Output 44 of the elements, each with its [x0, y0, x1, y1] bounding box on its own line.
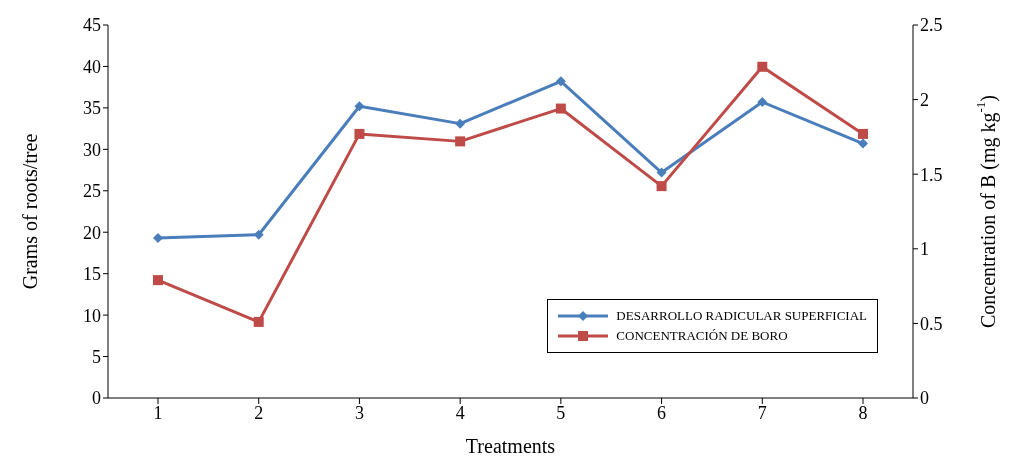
point: [656, 181, 667, 192]
point: [153, 233, 163, 244]
y-tick-label: 20: [83, 222, 101, 243]
y-axis-title: Grams of roots/tree: [19, 133, 41, 290]
x-tick-label: 2: [254, 402, 264, 423]
y2-tick-label: 2.5: [920, 15, 943, 36]
y-tick-label: 30: [83, 139, 101, 160]
y-tick-label: 0: [92, 388, 101, 409]
point: [354, 128, 365, 139]
point: [555, 103, 566, 114]
y2-tick-label: 1.5: [920, 164, 943, 185]
point: [253, 316, 264, 327]
point: [858, 128, 868, 139]
x-tick-label: 1: [153, 402, 163, 423]
x-tick-label: 6: [657, 402, 667, 423]
point: [858, 138, 868, 149]
point: [153, 275, 163, 286]
point: [656, 167, 667, 178]
y-tick-label: 15: [83, 264, 101, 285]
point: [555, 76, 566, 87]
y-tick-label: 10: [83, 305, 101, 326]
point: [757, 61, 768, 72]
y-tick-label: 45: [83, 15, 101, 36]
y-tick-label: 5: [92, 346, 101, 367]
point: [253, 229, 264, 240]
y-tick-label: 35: [83, 98, 101, 119]
point: [455, 136, 466, 147]
point: [354, 101, 365, 112]
x-tick-label: 4: [455, 402, 465, 423]
y-tick-label: 40: [83, 56, 101, 77]
x-tick-label: 3: [354, 402, 364, 423]
y2-tick-label: 1: [920, 239, 929, 260]
x-tick-label: 8: [858, 402, 868, 423]
x-tick-label: 5: [556, 402, 566, 423]
y2-tick-label: 2: [920, 89, 929, 110]
x-tick-label: 7: [757, 402, 767, 423]
y-tick-label: 25: [83, 181, 101, 202]
point: [757, 97, 768, 108]
point: [455, 118, 466, 129]
y2-tick-label: 0.5: [920, 313, 943, 334]
legend-label: DESARROLLO RADICULAR SUPERFICIAL: [616, 308, 867, 324]
y2-tick-label: 0: [920, 388, 929, 409]
x-axis-title: Treatments: [465, 435, 556, 457]
legend-label: CONCENTRACIÓN DE BORO: [616, 328, 788, 344]
